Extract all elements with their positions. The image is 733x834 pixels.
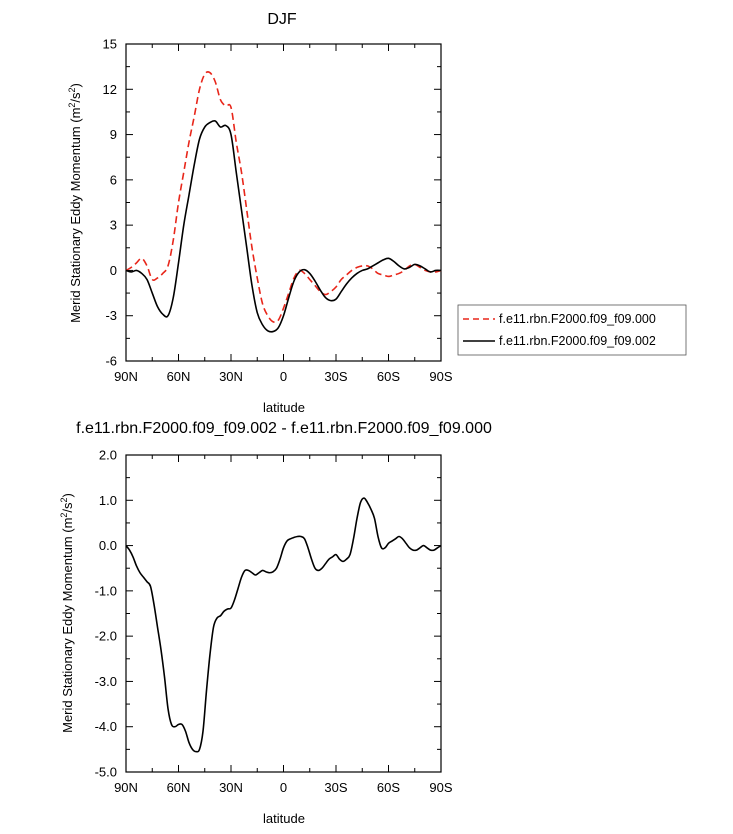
legend-label-series-1: f.e11.rbn.F2000.f09_f09.000 bbox=[499, 312, 656, 326]
y-tick-label: 0.0 bbox=[99, 538, 117, 553]
x-tick-label: 30S bbox=[324, 369, 347, 384]
y-tick-label: -6 bbox=[105, 354, 117, 369]
axis-ticks: 90N 60N 30N 0 30S 60S 90S -5.0 -4.0 -3.0 -2.0 -1.0 0… bbox=[95, 448, 453, 796]
chart-title: DJF bbox=[267, 11, 297, 28]
panel-bottom: f.e11.rbn.F2000.f09_f09.002 - f.e11.rbn.… bbox=[59, 420, 492, 826]
y-tick-label: 15 bbox=[103, 37, 117, 52]
x-axis-label: latitude bbox=[263, 400, 305, 415]
panel-top: DJF 90N 60N 30N 0 30S 60S 90S -6 -3 0 3 6 9 12 15 lati… bbox=[67, 11, 687, 415]
y-tick-label: 0 bbox=[110, 263, 117, 278]
y-tick-label: 6 bbox=[110, 172, 117, 187]
y-tick-label: -5.0 bbox=[95, 765, 117, 780]
x-tick-label: 0 bbox=[280, 780, 287, 795]
x-tick-label: 60N bbox=[167, 780, 191, 795]
x-tick-label: 30N bbox=[219, 780, 243, 795]
x-tick-label: 90S bbox=[429, 369, 452, 384]
y-tick-label: 9 bbox=[110, 127, 117, 142]
legend: f.e11.rbn.F2000.f09_f09.000 f.e11.rbn.F2… bbox=[457, 304, 687, 356]
x-tick-label: 30N bbox=[219, 369, 243, 384]
x-tick-label: 60S bbox=[377, 369, 400, 384]
x-tick-label: 60N bbox=[167, 369, 191, 384]
x-tick-label: 90S bbox=[429, 780, 452, 795]
y-tick-label: -1.0 bbox=[95, 583, 117, 598]
y-tick-label: -3.0 bbox=[95, 674, 117, 689]
legend-box bbox=[457, 304, 687, 356]
series-line-1 bbox=[125, 71, 442, 324]
y-tick-label: -2.0 bbox=[95, 629, 117, 644]
y-tick-label: 3 bbox=[110, 218, 117, 233]
x-axis-label: latitude bbox=[263, 811, 305, 826]
x-tick-label: 0 bbox=[280, 369, 287, 384]
y-axis-label: Merid Stationary Eddy Momentum (m2/s2) bbox=[67, 83, 83, 323]
plot-frame bbox=[125, 454, 442, 773]
x-tick-label: 90N bbox=[114, 369, 138, 384]
axis-ticks: 90N 60N 30N 0 30S 60S 90S -6 -3 0 3 6 9 12 15 bbox=[103, 37, 453, 385]
legend-label-series-2: f.e11.rbn.F2000.f09_f09.002 bbox=[499, 334, 656, 348]
series-line-2 bbox=[125, 119, 442, 333]
x-tick-label: 30S bbox=[324, 780, 347, 795]
series-group bbox=[125, 71, 442, 333]
chart-title: f.e11.rbn.F2000.f09_f09.002 - f.e11.rbn.… bbox=[76, 420, 492, 437]
y-axis-label: Merid Stationary Eddy Momentum (m2/s2) bbox=[59, 493, 75, 733]
x-tick-label: 90N bbox=[114, 780, 138, 795]
series-group bbox=[125, 497, 442, 753]
y-tick-label: -4.0 bbox=[95, 719, 117, 734]
series-line-1 bbox=[125, 497, 442, 753]
y-tick-label: 12 bbox=[103, 82, 117, 97]
x-tick-label: 60S bbox=[377, 780, 400, 795]
y-tick-label: -3 bbox=[105, 308, 117, 323]
y-tick-label: 2.0 bbox=[99, 448, 117, 463]
y-tick-label: 1.0 bbox=[99, 493, 117, 508]
